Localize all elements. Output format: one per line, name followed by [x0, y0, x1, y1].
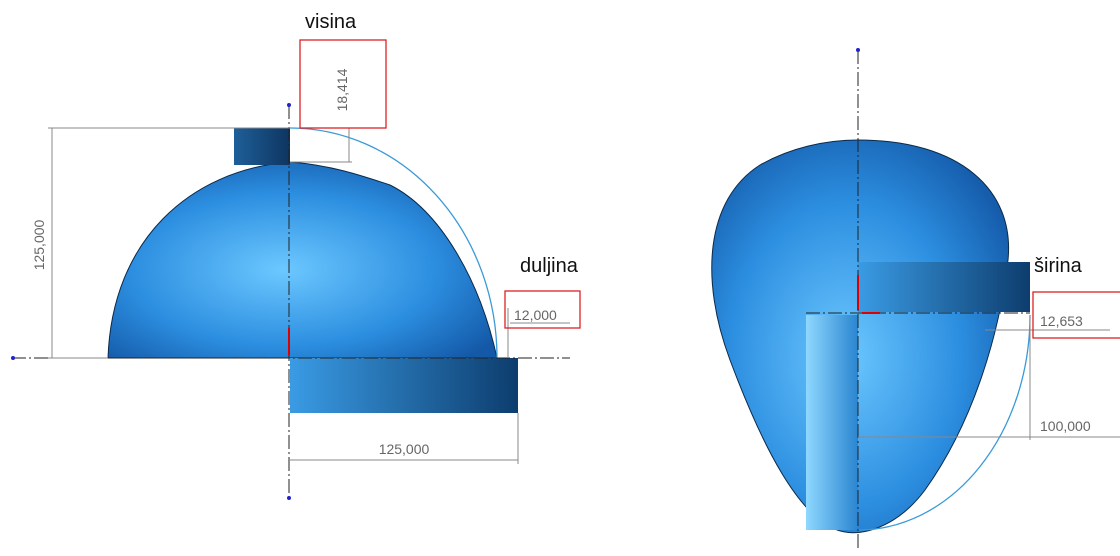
dimension-line [290, 128, 352, 163]
dimension-text: 18,414 [334, 68, 350, 111]
top-block [234, 128, 290, 165]
highlight-box [1032, 291, 1120, 339]
profile-arc [289, 127, 498, 359]
dimension-line [290, 413, 519, 464]
egg [711, 139, 1010, 534]
dimension-text: 12,000 [514, 307, 557, 323]
highlight-box [504, 290, 581, 329]
right-view: 12,653 širina 100,000 [711, 48, 1120, 550]
dimension-text: 125,000 [379, 441, 430, 457]
profile-arc [857, 314, 1031, 531]
width-block [858, 262, 1030, 312]
dimension-text: 12,653 [1040, 313, 1083, 329]
left-view: 125,000 18,414 visina 12,000 duljina 125… [11, 11, 581, 500]
point [856, 48, 860, 52]
dimension-text: 100,000 [1040, 418, 1091, 434]
base-block [290, 358, 518, 413]
dimension-text: 125,000 [31, 219, 47, 270]
label: širina [1034, 255, 1083, 277]
dome [107, 161, 498, 359]
dimension-line [507, 308, 570, 358]
label: duljina [520, 255, 579, 277]
label: visina [305, 11, 357, 33]
highlight-box [299, 39, 387, 129]
dimension-line [48, 127, 290, 359]
point [287, 496, 291, 500]
lower-block [806, 315, 858, 530]
point [11, 356, 15, 360]
point [287, 103, 291, 107]
dimension-line [985, 315, 1110, 440]
